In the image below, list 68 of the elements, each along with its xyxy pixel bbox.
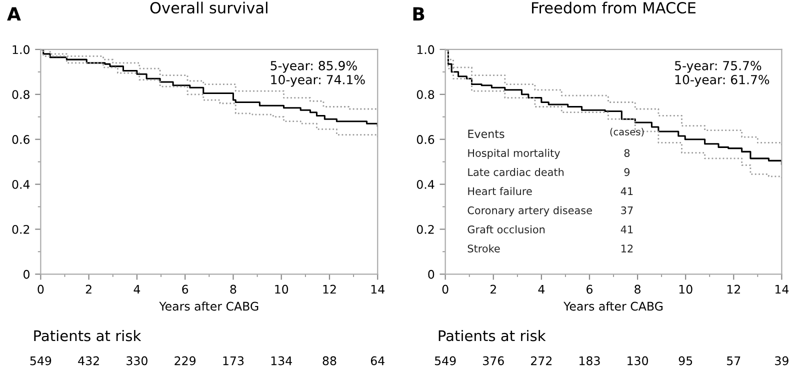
x-tick-label: 14 — [371, 284, 384, 294]
y-tick-label: 0.6 — [416, 135, 434, 144]
x-axis-title: Years after CABG — [564, 302, 663, 311]
text: Patients at risk — [34, 330, 142, 342]
x-tick-label: 4 — [134, 284, 140, 294]
text: 376 — [483, 356, 504, 366]
text: A — [7, 7, 21, 20]
text: 183 — [580, 356, 600, 366]
annotation: 8 — [624, 149, 630, 157]
x-tick-label: 12 — [727, 284, 740, 294]
x-tick-label: 2 — [86, 284, 92, 294]
annotation: Stroke — [468, 244, 500, 252]
y-tick-label: 1.0 — [417, 45, 434, 54]
x-tick-label: 2 — [490, 284, 496, 294]
text: 64 — [370, 356, 384, 366]
x-tick-label: 14 — [775, 284, 789, 294]
text: 39 — [775, 356, 788, 366]
annotation: 9 — [624, 168, 630, 176]
x-axis-title: Years after CABG — [159, 302, 258, 311]
text: 173 — [223, 356, 244, 366]
annotation: Events — [468, 130, 504, 138]
annotation: 41 — [620, 187, 633, 196]
y-tick-label: 0.6 — [12, 135, 30, 144]
annotation: 12 — [621, 244, 633, 252]
y-tick-label: 0.8 — [416, 90, 434, 100]
annotation: 5-year: 85.9% 10-year: 74.1% — [270, 60, 365, 87]
text: 88 — [322, 356, 336, 366]
text: 130 — [628, 356, 648, 366]
x-tick-label: 12 — [323, 284, 336, 294]
x-tick-label: 10 — [679, 284, 692, 294]
y-tick-label: 0 — [428, 270, 434, 279]
annotation: 5-year: 75.7% 10-year: 61.7% — [675, 60, 770, 87]
x-tick-label: 4 — [538, 284, 545, 294]
text: 432 — [78, 356, 99, 366]
y-tick-label: 0.2 — [416, 224, 434, 234]
text: 57 — [727, 356, 740, 366]
x-tick-label: 8 — [230, 284, 236, 294]
annotation: 37 — [621, 206, 633, 214]
annotation: Heart failure — [468, 187, 532, 196]
y-tick-label: 0 — [24, 270, 30, 279]
text: 95 — [678, 356, 692, 366]
annotation: Graft occlusion — [468, 225, 545, 234]
text: 272 — [531, 356, 552, 366]
x-tick-label: 6 — [182, 284, 188, 294]
y-tick-label: 0.4 — [12, 180, 30, 189]
text: 134 — [271, 356, 292, 366]
x-tick-label: 10 — [275, 284, 288, 294]
chart-title: Freedom from MACCE — [532, 2, 696, 14]
y-tick-label: 1.0 — [12, 45, 30, 54]
annotation: Late cardiac death — [468, 168, 564, 176]
x-tick-label: 0 — [38, 284, 44, 294]
y-tick-label: 0.8 — [12, 90, 30, 100]
x-tick-label: 6 — [586, 284, 592, 294]
y-tick-label: 0.4 — [416, 180, 434, 189]
text: 330 — [126, 356, 148, 366]
annotation: 41 — [620, 226, 633, 234]
text: Patients at risk — [438, 330, 546, 342]
text: 549 — [30, 356, 52, 366]
annotation: Hospital mortality — [468, 148, 560, 159]
y-tick-label: 0.2 — [12, 224, 30, 234]
annotation: (cases) — [610, 128, 644, 137]
x-tick-label: 0 — [442, 284, 448, 294]
annotation: Coronary artery disease — [468, 206, 592, 216]
chart-title: Overall survival — [150, 2, 268, 14]
text: B — [413, 7, 424, 20]
text: 549 — [434, 356, 456, 366]
x-tick-label: 8 — [634, 284, 640, 294]
text: 229 — [174, 356, 196, 366]
